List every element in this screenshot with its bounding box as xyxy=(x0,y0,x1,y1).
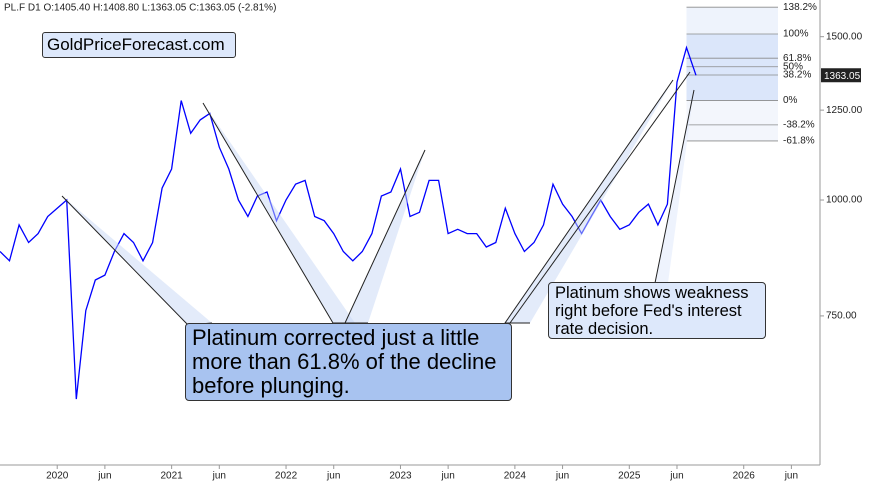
x-tick-label: 2023 xyxy=(389,471,412,482)
logo: GoldPriceForecast.com xyxy=(42,32,236,58)
y-tick-label: 1500.00 xyxy=(826,31,863,42)
last-price-label: 1363.05 xyxy=(824,71,861,82)
x-tick-label: 2022 xyxy=(275,471,298,482)
fib-group: 138.2% 100% 61.8%50%38.2% 0% -38.2% -61.8% xyxy=(686,2,817,147)
x-tick-label: jun xyxy=(97,471,111,482)
fib-zone xyxy=(686,34,778,101)
ohlc-header: PL.F D1 O:1405.40 H:1408.80 L:1363.05 C:… xyxy=(4,3,276,14)
callout-text: Platinum corrected just a little more th… xyxy=(185,323,512,401)
fib-zone xyxy=(686,7,778,35)
callout-pointers xyxy=(61,71,695,326)
y-tick-label: 750.00 xyxy=(826,311,857,322)
fib-label: 138.2% xyxy=(783,2,817,13)
pointer xyxy=(509,71,691,324)
fib-zone xyxy=(686,100,778,141)
x-tick-label: jun xyxy=(212,471,226,482)
callout-text: Platinum shows weakness right before Fed… xyxy=(548,282,766,339)
fib-label: 38.2% xyxy=(783,70,811,81)
fib-label: 50% xyxy=(783,61,803,72)
x-tick-label: 2020 xyxy=(46,471,69,482)
x-tick-label: jun xyxy=(784,471,798,482)
x-tick-label: jun xyxy=(326,471,340,482)
y-tick-label: 1000.00 xyxy=(826,195,863,206)
x-tick-label: jun xyxy=(440,471,454,482)
fib-label: 61.8% xyxy=(783,53,811,64)
fib-label: -38.2% xyxy=(783,120,815,131)
x-tick-label: 2024 xyxy=(504,471,527,482)
x-tick-label: 2026 xyxy=(733,471,756,482)
y-tick-label: 1250.00 xyxy=(826,105,863,116)
fib-label: 100% xyxy=(783,29,809,40)
last-price-tag xyxy=(821,68,861,83)
fib-label: 0% xyxy=(783,95,798,106)
x-tick-label: jun xyxy=(555,471,569,482)
x-tick-label: jun xyxy=(669,471,683,482)
x-tick-label: 2021 xyxy=(161,471,184,482)
x-tick-label: 2025 xyxy=(618,471,641,482)
fib-label: -61.8% xyxy=(783,136,815,147)
